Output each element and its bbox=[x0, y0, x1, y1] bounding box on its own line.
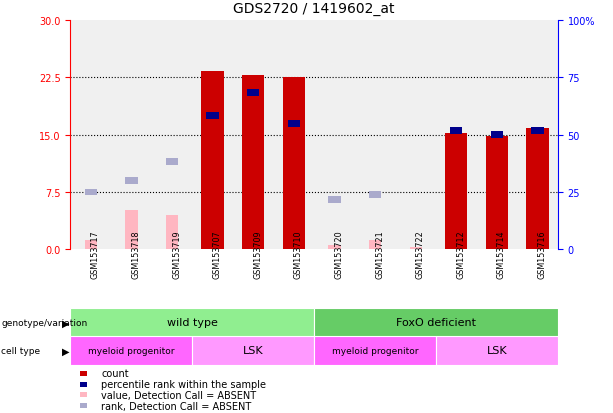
Bar bbox=[491, 132, 503, 139]
Text: myeloid progenitor: myeloid progenitor bbox=[88, 346, 175, 355]
Bar bbox=[192, 337, 314, 365]
Text: GSM153716: GSM153716 bbox=[538, 230, 547, 279]
Bar bbox=[450, 128, 462, 135]
Title: GDS2720 / 1419602_at: GDS2720 / 1419602_at bbox=[234, 2, 395, 15]
Bar bbox=[85, 189, 97, 196]
Bar bbox=[242, 76, 264, 250]
Text: count: count bbox=[101, 368, 129, 378]
Bar bbox=[125, 210, 137, 250]
Bar bbox=[314, 309, 558, 337]
Text: LSK: LSK bbox=[487, 346, 507, 356]
Bar bbox=[70, 309, 314, 337]
Bar bbox=[314, 337, 436, 365]
Bar bbox=[166, 159, 178, 166]
Bar bbox=[369, 191, 381, 198]
Text: GSM153722: GSM153722 bbox=[416, 230, 425, 279]
Text: FoxO deficient: FoxO deficient bbox=[396, 318, 476, 328]
Bar bbox=[85, 241, 97, 250]
Text: ▶: ▶ bbox=[63, 346, 70, 356]
Text: ▶: ▶ bbox=[63, 318, 70, 328]
Bar bbox=[369, 241, 381, 250]
Bar bbox=[329, 197, 341, 204]
Text: GSM153709: GSM153709 bbox=[253, 230, 262, 279]
Text: myeloid progenitor: myeloid progenitor bbox=[332, 346, 418, 355]
Text: GSM153719: GSM153719 bbox=[172, 230, 181, 279]
Bar bbox=[283, 78, 305, 250]
Bar bbox=[409, 247, 422, 250]
Bar bbox=[125, 178, 137, 185]
Bar bbox=[207, 113, 219, 120]
Bar bbox=[531, 128, 544, 135]
Text: GSM153712: GSM153712 bbox=[456, 230, 465, 279]
Text: GSM153721: GSM153721 bbox=[375, 230, 384, 279]
Bar bbox=[527, 129, 549, 250]
Text: rank, Detection Call = ABSENT: rank, Detection Call = ABSENT bbox=[101, 401, 251, 411]
Text: cell type: cell type bbox=[1, 346, 40, 355]
Bar bbox=[70, 337, 192, 365]
Text: GSM153710: GSM153710 bbox=[294, 230, 303, 279]
Text: GSM153718: GSM153718 bbox=[131, 230, 140, 279]
Text: wild type: wild type bbox=[167, 318, 218, 328]
Text: genotype/variation: genotype/variation bbox=[1, 318, 88, 327]
Bar bbox=[247, 90, 259, 97]
Text: GSM153720: GSM153720 bbox=[335, 230, 343, 279]
Text: GSM153707: GSM153707 bbox=[213, 230, 222, 279]
Bar bbox=[445, 134, 468, 250]
Bar bbox=[166, 216, 178, 250]
Bar bbox=[287, 120, 300, 127]
Text: LSK: LSK bbox=[243, 346, 264, 356]
Bar bbox=[202, 72, 224, 250]
Text: GSM153717: GSM153717 bbox=[91, 230, 100, 279]
Bar bbox=[329, 245, 341, 250]
Text: value, Detection Call = ABSENT: value, Detection Call = ABSENT bbox=[101, 390, 256, 400]
Text: GSM153714: GSM153714 bbox=[497, 230, 506, 279]
Text: percentile rank within the sample: percentile rank within the sample bbox=[101, 379, 266, 389]
Bar bbox=[485, 137, 508, 250]
Bar bbox=[436, 337, 558, 365]
